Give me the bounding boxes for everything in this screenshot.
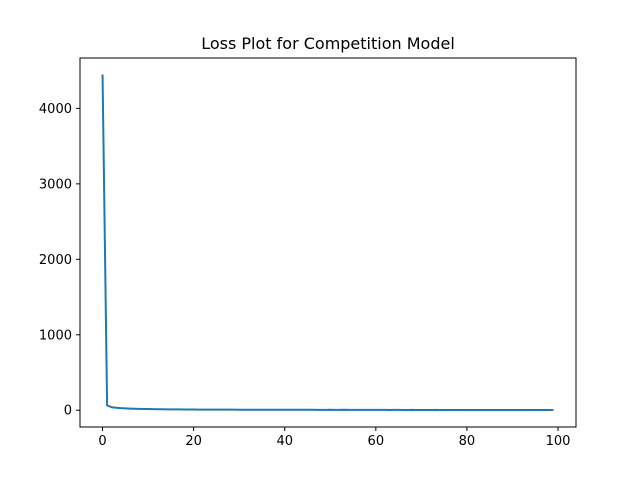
- y-tick-label: 1000: [39, 328, 72, 343]
- x-tick-label: 20: [185, 434, 202, 449]
- x-tick-label: 60: [368, 434, 385, 449]
- x-tick-label: 0: [98, 434, 106, 449]
- loss-series-line: [101, 74, 554, 411]
- chart-title: Loss Plot for Competition Model: [201, 34, 455, 53]
- x-tick-label: 80: [459, 434, 476, 449]
- x-tick-label: 40: [276, 434, 293, 449]
- series-layer: [101, 74, 554, 411]
- y-tick-label: 3000: [39, 177, 72, 192]
- y-axis: 0 1000 2000 3000 4000: [39, 102, 80, 419]
- x-tick-label: 100: [546, 434, 571, 449]
- y-tick-label: 4000: [39, 102, 72, 117]
- loss-series: [101, 74, 554, 411]
- plot-area-frame: [79, 57, 577, 428]
- y-tick-label: 2000: [39, 253, 72, 268]
- y-tick-label: 0: [64, 404, 72, 419]
- x-axis: 0 20 40 60 80 100: [98, 427, 570, 449]
